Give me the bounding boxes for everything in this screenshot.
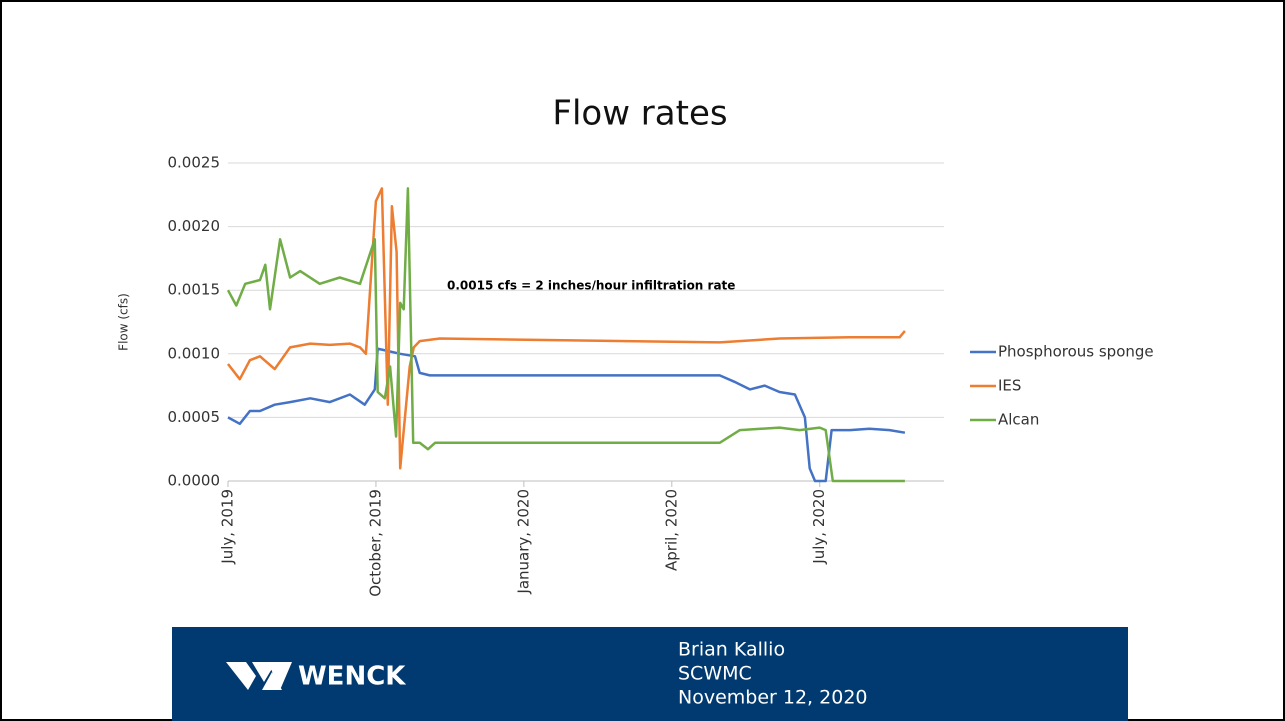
annotation: 0.0015 cfs = 2 inches/hour infiltration … xyxy=(447,279,735,293)
footer-line: Brian Kallio xyxy=(678,639,785,661)
series-line xyxy=(226,187,905,483)
x-tick-label: January, 2020 xyxy=(514,489,532,595)
x-tick-label: October, 2019 xyxy=(366,489,384,597)
y-tick-label: 0.0010 xyxy=(168,344,221,362)
y-tick-label: 0.0025 xyxy=(168,154,221,172)
logo-mark xyxy=(226,662,292,690)
y-tick-label: 0.0015 xyxy=(168,281,221,299)
y-tick-label: 0.0000 xyxy=(168,472,221,490)
x-tick-label: July, 2020 xyxy=(810,489,828,565)
footer-line: November 12, 2020 xyxy=(678,687,868,709)
chart-title: Flow rates xyxy=(552,94,727,134)
x-tick-label: July, 2019 xyxy=(219,489,237,565)
y-tick-label: 0.0005 xyxy=(168,408,221,426)
logo-text: WENCK xyxy=(298,662,406,692)
legend-label: Phosphorous sponge xyxy=(998,343,1154,361)
series-line xyxy=(227,347,906,483)
legend-label: Alcan xyxy=(998,411,1039,429)
y-axis-label: Flow (cfs) xyxy=(117,293,131,351)
x-tick-label: April, 2020 xyxy=(662,489,680,571)
footer-line: SCWMC xyxy=(678,663,752,685)
legend-label: IES xyxy=(998,377,1021,395)
series-line xyxy=(227,187,906,470)
y-tick-label: 0.0020 xyxy=(168,217,221,235)
footer-band xyxy=(172,627,1128,721)
